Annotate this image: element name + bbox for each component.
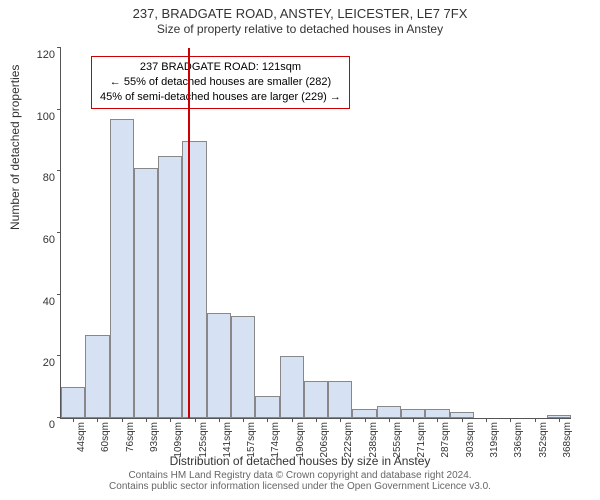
x-tick-label: 222sqm xyxy=(343,422,354,458)
x-tick-mark xyxy=(486,418,487,422)
x-tick-label: 109sqm xyxy=(173,422,184,458)
x-tick-mark xyxy=(365,418,366,422)
y-tick-label: 20 xyxy=(43,357,61,369)
x-tick-label: 238sqm xyxy=(368,422,379,458)
x-tick-mark xyxy=(340,418,341,422)
annotation-box: 237 BRADGATE ROAD: 121sqm ← 55% of detac… xyxy=(91,56,350,109)
x-tick-mark xyxy=(146,418,147,422)
y-axis-label: Number of detached properties xyxy=(8,65,22,230)
histogram-bar xyxy=(304,381,328,418)
histogram-bar xyxy=(377,406,401,418)
x-tick-mark xyxy=(243,418,244,422)
y-tick-mark xyxy=(57,47,61,48)
property-marker-line xyxy=(188,48,190,418)
histogram-bar xyxy=(255,396,279,418)
x-tick-mark xyxy=(97,418,98,422)
x-tick-mark xyxy=(219,418,220,422)
histogram-bar xyxy=(207,313,231,418)
x-tick-mark xyxy=(559,418,560,422)
x-tick-label: 60sqm xyxy=(100,422,111,452)
histogram-bar xyxy=(401,409,425,418)
chart-title: 237, BRADGATE ROAD, ANSTEY, LEICESTER, L… xyxy=(0,0,600,22)
x-tick-label: 352sqm xyxy=(538,422,549,458)
x-tick-label: 319sqm xyxy=(489,422,500,458)
chart-container: 237, BRADGATE ROAD, ANSTEY, LEICESTER, L… xyxy=(0,0,600,500)
x-tick-label: 125sqm xyxy=(198,422,209,458)
x-tick-mark xyxy=(437,418,438,422)
annotation-line-2: ← 55% of detached houses are smaller (28… xyxy=(100,75,341,90)
x-tick-mark xyxy=(510,418,511,422)
x-tick-label: 303sqm xyxy=(465,422,476,458)
y-tick-mark xyxy=(57,355,61,356)
y-tick-label: 100 xyxy=(37,111,61,123)
histogram-bar xyxy=(352,409,376,418)
histogram-bar xyxy=(134,168,158,418)
histogram-bar xyxy=(85,335,109,418)
x-tick-mark xyxy=(73,418,74,422)
x-tick-mark xyxy=(535,418,536,422)
x-tick-label: 368sqm xyxy=(562,422,573,458)
histogram-bar xyxy=(425,409,449,418)
chart-subtitle: Size of property relative to detached ho… xyxy=(0,22,600,36)
y-tick-label: 40 xyxy=(43,296,61,308)
x-axis-label: Distribution of detached houses by size … xyxy=(0,454,600,468)
x-tick-label: 255sqm xyxy=(392,422,403,458)
x-tick-label: 336sqm xyxy=(513,422,524,458)
x-tick-mark xyxy=(462,418,463,422)
y-tick-label: 60 xyxy=(43,234,61,246)
y-tick-mark xyxy=(57,170,61,171)
y-tick-mark xyxy=(57,232,61,233)
annotation-line-1: 237 BRADGATE ROAD: 121sqm xyxy=(100,60,341,75)
footer-line-1: Contains HM Land Registry data © Crown c… xyxy=(128,470,471,481)
histogram-bar xyxy=(182,141,206,419)
x-tick-mark xyxy=(170,418,171,422)
x-tick-label: 93sqm xyxy=(149,422,160,452)
annotation-line-3: 45% of semi-detached houses are larger (… xyxy=(100,90,341,105)
x-tick-mark xyxy=(122,418,123,422)
x-tick-label: 157sqm xyxy=(246,422,257,458)
histogram-bar xyxy=(110,119,134,418)
x-tick-label: 76sqm xyxy=(125,422,136,452)
x-tick-mark xyxy=(267,418,268,422)
x-tick-mark xyxy=(292,418,293,422)
histogram-bar xyxy=(328,381,352,418)
histogram-bar xyxy=(61,387,85,418)
x-tick-label: 190sqm xyxy=(295,422,306,458)
x-tick-mark xyxy=(316,418,317,422)
y-tick-label: 120 xyxy=(37,49,61,61)
histogram-bar xyxy=(280,356,304,418)
histogram-bar xyxy=(158,156,182,418)
x-tick-label: 287sqm xyxy=(440,422,451,458)
x-tick-label: 141sqm xyxy=(222,422,233,458)
x-tick-label: 206sqm xyxy=(319,422,330,458)
plot-area: 237 BRADGATE ROAD: 121sqm ← 55% of detac… xyxy=(60,48,571,419)
x-tick-mark xyxy=(389,418,390,422)
x-tick-label: 44sqm xyxy=(76,422,87,452)
y-tick-mark xyxy=(57,109,61,110)
y-tick-mark xyxy=(57,294,61,295)
y-tick-label: 0 xyxy=(49,419,61,431)
footer-line-2: Contains public sector information licen… xyxy=(109,481,491,492)
x-tick-mark xyxy=(413,418,414,422)
histogram-bar xyxy=(231,316,255,418)
x-tick-label: 174sqm xyxy=(270,422,281,458)
x-tick-label: 271sqm xyxy=(416,422,427,458)
y-tick-label: 80 xyxy=(43,172,61,184)
footer-text: Contains HM Land Registry data © Crown c… xyxy=(0,470,600,492)
x-tick-mark xyxy=(195,418,196,422)
